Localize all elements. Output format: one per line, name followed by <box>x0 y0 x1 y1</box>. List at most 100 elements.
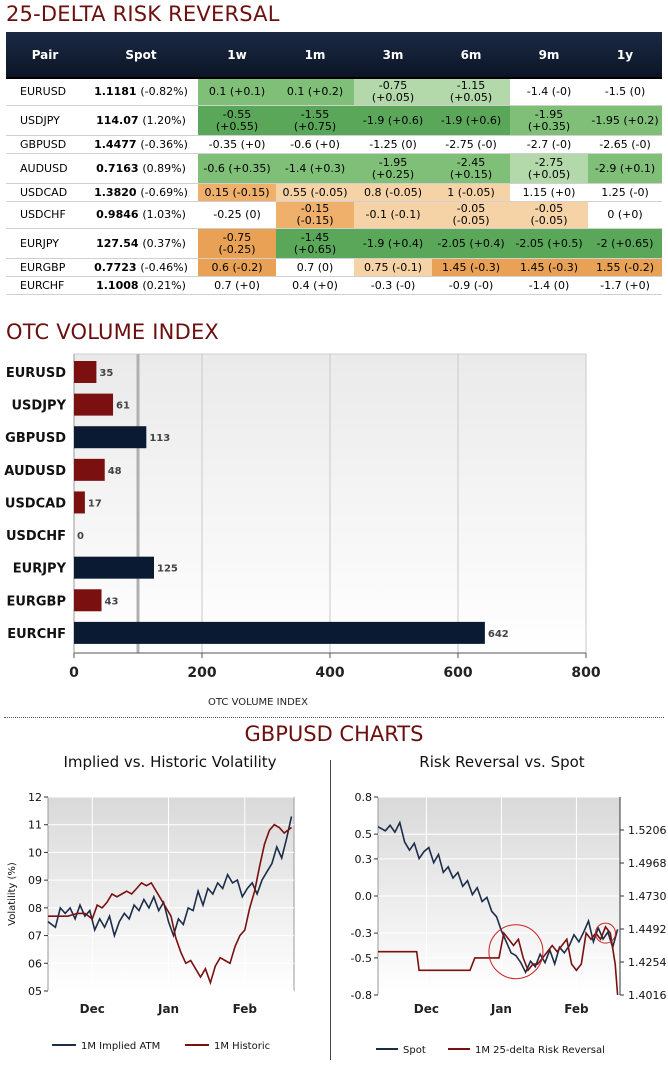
cell-pair: EURCHF <box>6 276 84 295</box>
legend-label: 1M Implied ATM <box>81 1041 160 1052</box>
y2-tick-label: 1.5206 <box>628 824 667 837</box>
spot-change: (1.03%) <box>142 208 186 221</box>
spot-value: 0.7163 <box>96 161 139 175</box>
y2-tick-label: 1.4016 <box>628 989 667 1002</box>
bar <box>74 556 154 579</box>
col-header[interactable]: 1m <box>276 32 354 79</box>
y-tick-label: -0.8 <box>351 989 372 1002</box>
cell-value: -1.4 (-0) <box>510 78 588 106</box>
y2-tick-label: 1.4492 <box>628 923 667 936</box>
table-row: EURJPY 127.54 (0.37%) -0.75 (-0.25) -1.45 (+0… <box>6 228 662 259</box>
category-label: AUDUSD <box>4 464 66 479</box>
x-axis-label: OTC VOLUME INDEX <box>208 697 308 708</box>
col-header[interactable]: Spot <box>84 32 198 79</box>
cell-pair: EURUSD <box>6 78 84 106</box>
cell-value: -0.05 (-0.05) <box>510 201 588 229</box>
x-tick-label: 800 <box>571 665 600 681</box>
cell-value: -1.9 (+0.6) <box>432 105 510 136</box>
spot-change: (-0.82%) <box>140 85 188 98</box>
cell-spot: 0.7723 (-0.46%) <box>84 258 198 277</box>
spot-value: 1.1181 <box>94 85 137 98</box>
category-label: EURGBP <box>6 594 66 609</box>
spot-change: (0.89%) <box>142 161 186 175</box>
spot-change: (1.20%) <box>142 113 186 127</box>
cell-value: -1.7 (+0) <box>588 276 662 295</box>
cell-value: -0.9 (-0) <box>432 276 510 295</box>
cell-value: -0.15 (-0.15) <box>276 201 354 229</box>
rr-title: 25-DELTA RISK REVERSAL <box>6 2 280 26</box>
x-tick-label: Dec <box>80 1002 105 1016</box>
cell-value: 1.15 (+0) <box>510 183 588 202</box>
cell-value: 0.1 (+0.2) <box>276 78 354 106</box>
highlight-circle <box>594 922 616 944</box>
cell-value: 0.75 (-0.1) <box>354 258 432 277</box>
bar-value-label: 17 <box>88 498 102 509</box>
table-row: USDCAD 1.3820 (-0.69%) 0.15 (-0.15) 0.55 (-… <box>6 183 662 202</box>
series-line <box>47 816 293 939</box>
cell-value: -1.4 (0) <box>510 276 588 295</box>
spot-change: (0.37%) <box>142 236 186 250</box>
cell-value: -1.25 (0) <box>354 135 432 154</box>
table-row: USDJPY 114.07 (1.20%) -0.55 (+0.55) -1.55 (+0… <box>6 105 662 136</box>
cell-value: -2 (+0.65) <box>588 228 662 259</box>
x-tick-label: Jan <box>157 1002 179 1016</box>
x-tick-label: Feb <box>233 1002 258 1016</box>
cell-value: -0.1 (-0.1) <box>354 201 432 229</box>
y2-tick-label: 1.4730 <box>628 890 667 903</box>
col-header[interactable]: 9m <box>510 32 588 79</box>
cell-value: -2.7 (-0) <box>510 135 588 154</box>
cell-value: -0.55 (+0.55) <box>198 105 276 136</box>
spot-value: 0.7723 <box>94 260 137 274</box>
bar-value-label: 43 <box>105 596 119 607</box>
col-header[interactable]: 1y <box>588 32 662 79</box>
spot-change: (-0.69%) <box>140 185 188 199</box>
category-label: EURJPY <box>13 562 67 577</box>
cell-value: -2.65 (-0) <box>588 135 662 154</box>
bar-value-label: 61 <box>116 401 130 412</box>
cell-value: -0.75 (+0.05) <box>354 78 432 106</box>
cell-value: -0.05 (-0.05) <box>432 201 510 229</box>
spot-value: 127.54 <box>96 236 139 250</box>
cell-spot: 1.1181 (-0.82%) <box>84 78 198 106</box>
spot-value: 1.3820 <box>94 185 137 199</box>
y-tick-label: 0.0 <box>355 890 373 903</box>
series-line <box>378 925 619 996</box>
otc-volume-chart: 0 200 400 600 800 35 EURUSD 61 USDJPY 113 GBPUSD 48… <box>4 353 601 708</box>
cell-value: -0.75 (-0.25) <box>198 228 276 259</box>
col-header[interactable]: 3m <box>354 32 432 79</box>
table-row: AUDUSD 0.7163 (0.89%) -0.6 (+0.35) -1.4 (+0… <box>6 153 662 184</box>
cell-pair: USDCAD <box>6 183 84 202</box>
cell-pair: USDJPY <box>6 105 84 136</box>
series-line <box>377 820 619 975</box>
cell-spot: 1.1008 (0.21%) <box>84 276 198 295</box>
cell-value: -2.75 (-0) <box>432 135 510 154</box>
legend-label: 1M 25-delta Risk Reversal <box>475 1045 605 1056</box>
x-tick-label: Jan <box>490 1002 512 1016</box>
y-tick-label: 05 <box>28 985 42 998</box>
cell-value: 1.45 (-0.3) <box>510 258 588 277</box>
cell-spot: 1.4477 (-0.36%) <box>84 135 198 154</box>
y-tick-label: 0.3 <box>355 853 373 866</box>
bar-value-label: 48 <box>108 466 122 477</box>
highlight-circle <box>488 924 544 980</box>
table-row: EURCHF 1.1008 (0.21%) 0.7 (+0) 0.4 (+0) -0.3… <box>6 276 662 295</box>
series-line <box>48 823 292 986</box>
legend-label: Spot <box>403 1045 426 1056</box>
legend-label: 1M Historic <box>214 1041 270 1052</box>
cell-value: -0.35 (+0) <box>198 135 276 154</box>
bar <box>74 458 105 481</box>
col-header[interactable]: Pair <box>6 32 84 79</box>
cell-value: 0.6 (-0.2) <box>198 258 276 277</box>
charts-title: GBPUSD CHARTS <box>244 722 424 746</box>
y-tick-label: 07 <box>28 930 42 943</box>
cell-value: -0.6 (+0) <box>276 135 354 154</box>
col-header[interactable]: 6m <box>432 32 510 79</box>
x-tick-label: 200 <box>187 665 216 681</box>
y-tick-label: 08 <box>28 902 42 915</box>
col-header[interactable]: 1w <box>198 32 276 79</box>
spot-change: (-0.36%) <box>140 137 188 151</box>
y2-tick-label: 1.4968 <box>628 857 667 870</box>
y-tick-label: 12 <box>28 791 42 804</box>
volume-title: OTC VOLUME INDEX <box>6 320 220 344</box>
table-row: USDCHF 0.9846 (1.03%) -0.25 (0) -0.15 (-0.15… <box>6 201 662 229</box>
